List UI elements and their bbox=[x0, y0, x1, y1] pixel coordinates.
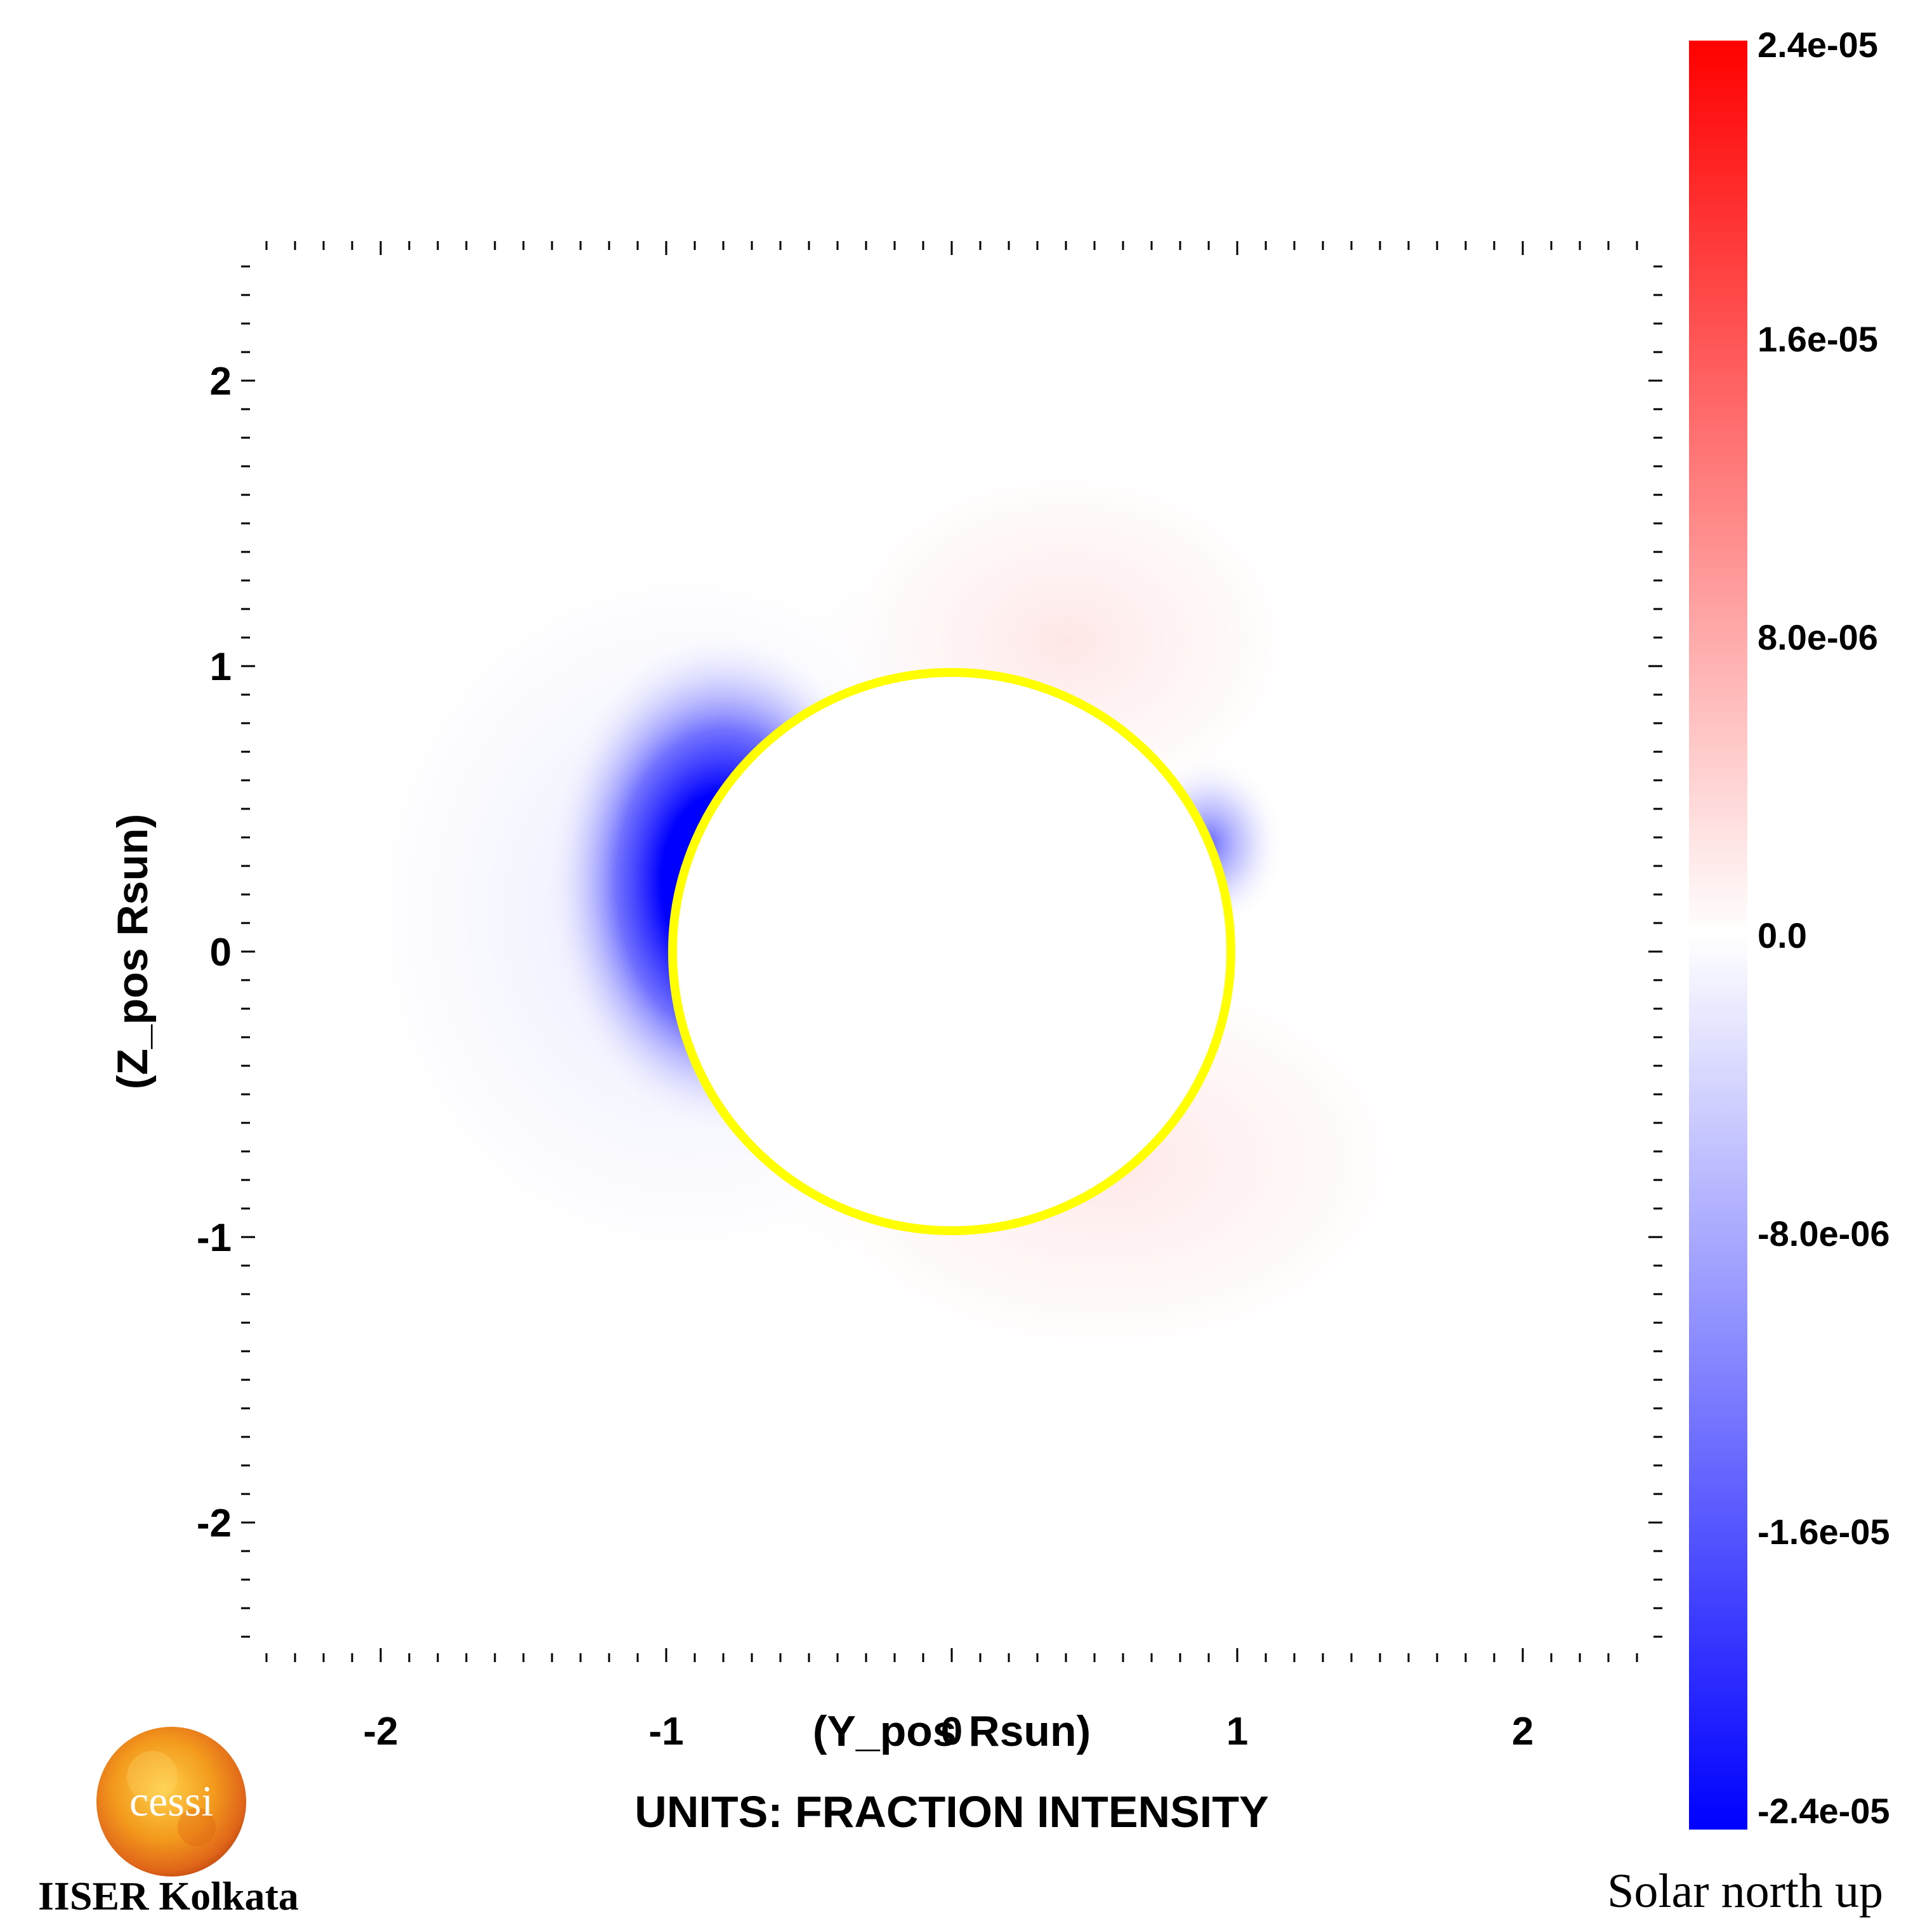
institution-caption: IISER Kolkata bbox=[38, 1873, 299, 1918]
y-tick-label: -1 bbox=[197, 1216, 232, 1260]
axis-tick-labels: -2 -1 0 1 2 2 1 0 -1 -2 bbox=[197, 360, 1534, 1753]
colorbar-tick-label: 1.6e-05 bbox=[1758, 319, 1878, 359]
axis-ticks bbox=[241, 241, 1662, 1662]
units-label: UNITS: FRACTION INTENSITY bbox=[634, 1787, 1268, 1837]
logo-text: cessi bbox=[129, 1777, 213, 1825]
x-tick-label: 2 bbox=[1512, 1710, 1534, 1753]
colorbar-tick-label: 0.0 bbox=[1758, 915, 1807, 955]
x-tick-label: -1 bbox=[648, 1710, 683, 1753]
cessi-logo: cessi bbox=[96, 1727, 246, 1877]
colorbar-tick-label: 2.4e-05 bbox=[1758, 25, 1878, 65]
colorbar-tick-label: -2.4e-05 bbox=[1758, 1791, 1890, 1831]
colorbar bbox=[1689, 41, 1747, 1830]
x-tick-label: 0 bbox=[941, 1710, 963, 1753]
sun-logo-icon bbox=[96, 1727, 246, 1877]
colorbar-tick-label: -1.6e-05 bbox=[1758, 1512, 1890, 1552]
y-tick-label: -2 bbox=[197, 1502, 232, 1545]
colorbar-labels: 2.4e-05 1.6e-05 8.0e-06 0.0 -8.0e-06 -1.6e-05… bbox=[1758, 25, 1890, 1831]
heatmap-field bbox=[317, 438, 1459, 1389]
occulting-disk bbox=[668, 668, 1235, 1235]
colorbar-tick-label: 8.0e-06 bbox=[1758, 617, 1878, 657]
y-tick-label: 2 bbox=[210, 360, 232, 403]
y-axis-label: (Z_pos Rsun) bbox=[108, 814, 157, 1089]
orientation-note: Solar north up bbox=[1607, 1864, 1883, 1918]
y-tick-label: 0 bbox=[210, 931, 232, 974]
x-tick-label: 1 bbox=[1226, 1710, 1248, 1753]
y-tick-label: 1 bbox=[210, 645, 232, 689]
colorbar-tick-label: -8.0e-06 bbox=[1758, 1214, 1890, 1254]
x-axis-label: (Y_pos Rsun) bbox=[813, 1707, 1091, 1755]
x-tick-label: -2 bbox=[363, 1710, 398, 1753]
